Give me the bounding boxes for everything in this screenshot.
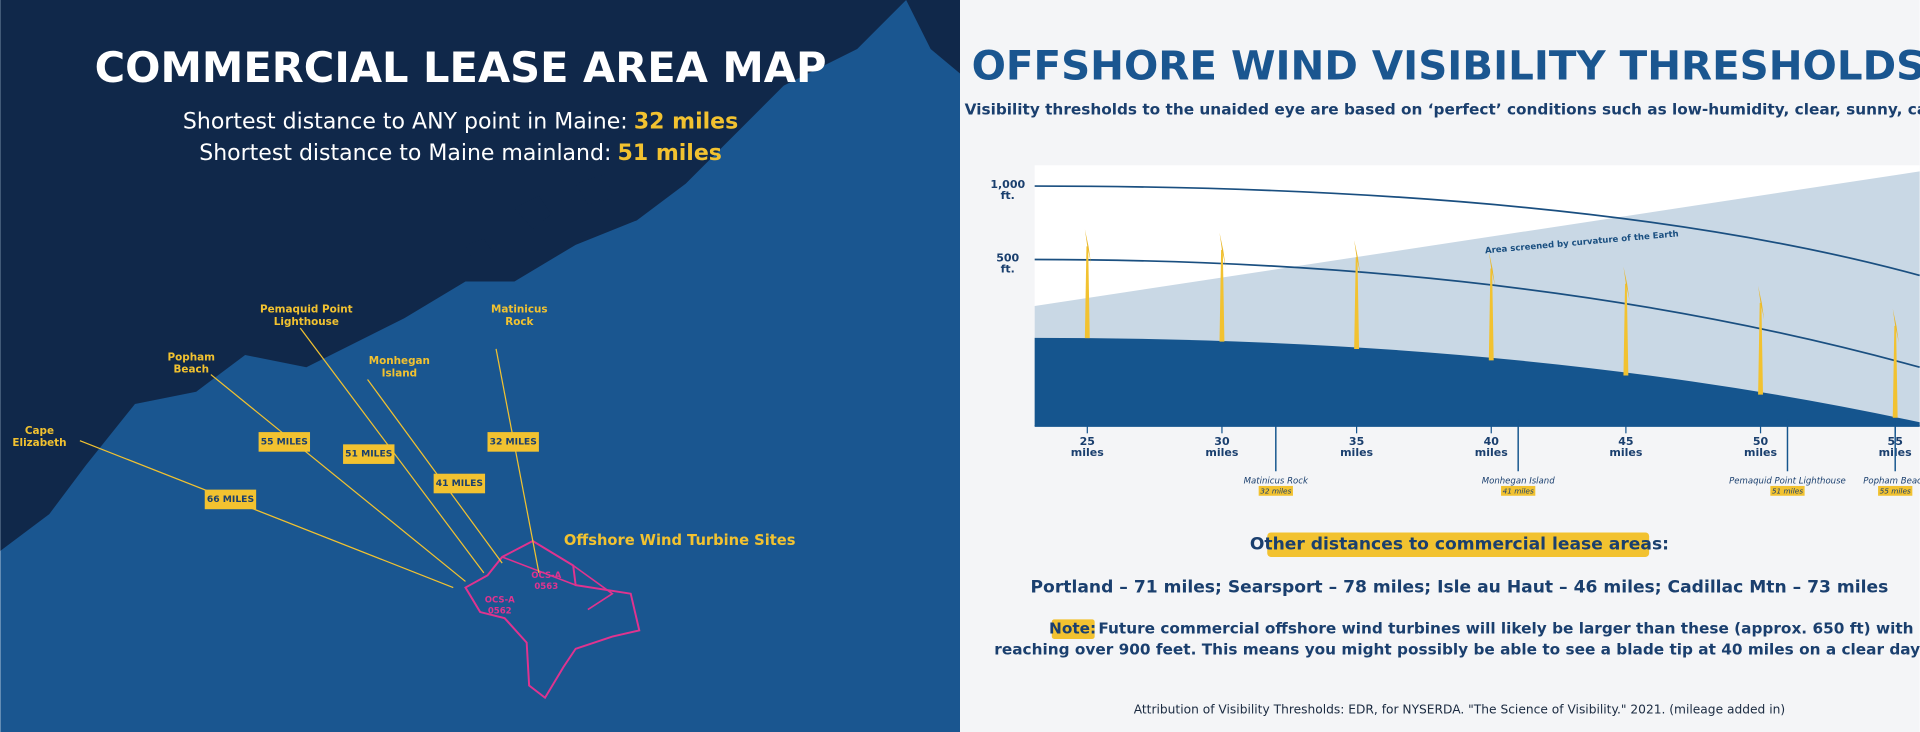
subtitle-text: Shortest distance to ANY point in Maine:: [183, 109, 628, 134]
distance-label: 41 MILES: [436, 478, 483, 489]
marker-name: Monhegan Island: [1482, 477, 1555, 487]
map-subtitle: Shortest distance to Maine mainland: 51 m…: [199, 141, 722, 166]
place-label: Elizabeth: [12, 437, 66, 449]
sites-label: Offshore Wind Turbine Sites: [564, 532, 796, 549]
marker-distance: 32 miles: [1260, 486, 1291, 495]
marker-name: Pemaquid Point Lighthouse: [1729, 477, 1846, 487]
marker-badge: [1501, 485, 1536, 496]
islands: [465, 139, 669, 259]
distance-label: 32 MILES: [490, 436, 537, 447]
marker-distance: 51 miles: [1772, 486, 1803, 495]
distance-badge: [433, 473, 486, 494]
x-label: 45: [1618, 435, 1633, 448]
visibility-title: OFFSHORE WIND VISIBILITY THRESHOLDS: [972, 43, 1920, 90]
lease-label: OCS-A: [485, 595, 515, 605]
place-label: Cape: [25, 425, 54, 437]
note-line: reaching over 900 feet. This means you m…: [994, 640, 1920, 658]
distance-line: [210, 374, 466, 582]
subtitle-text: Shortest distance to Maine mainland:: [199, 141, 611, 166]
x-label: 30: [1214, 435, 1230, 448]
marker-name: Popham Beach: [1863, 477, 1920, 487]
note-line: Future commercial offshore wind turbines…: [1098, 620, 1920, 638]
turbine-blades: [1219, 232, 1226, 267]
marker-name: Matinicus Rock: [1244, 477, 1309, 487]
note-highlight: [1051, 619, 1095, 639]
turbine-tower: [1354, 257, 1360, 350]
line-500ft: [1034, 258, 1920, 369]
place-label: Pemaquid Point: [260, 304, 353, 316]
subtitle-value: 32 miles: [634, 109, 738, 134]
marker-distance: 41 miles: [1503, 486, 1534, 495]
y-label: ft.: [1001, 262, 1015, 275]
x-label: miles: [1340, 446, 1373, 459]
distance-label: 55 MILES: [261, 436, 308, 447]
x-label: miles: [1071, 446, 1104, 459]
lease-label: 0563: [534, 582, 558, 592]
x-label: miles: [1744, 446, 1777, 459]
lease-area-outline: [464, 539, 641, 700]
turbine-tower: [1488, 268, 1494, 361]
distance-line: [367, 379, 503, 564]
turbine-blades: [1892, 308, 1899, 344]
y-label: ft.: [1001, 189, 1015, 202]
line-1000ft: [1034, 185, 1920, 277]
x-label: 40: [1484, 435, 1500, 448]
subtitle-value: 51 miles: [618, 141, 722, 166]
turbine-blades: [1084, 229, 1091, 264]
attribution: Attribution of Visibility Thresholds: ED…: [1134, 702, 1785, 716]
distance-label: 51 MILES: [345, 449, 392, 460]
distance-line: [79, 440, 454, 589]
map-title: COMMERCIAL LEASE AREA MAP: [95, 43, 827, 92]
distance-label: 66 MILES: [207, 494, 254, 505]
turbine-tower: [1892, 325, 1898, 418]
marker-badge: [1258, 485, 1293, 496]
place-label: Island: [382, 367, 417, 379]
map-subtitle: Shortest distance to ANY point in Maine:…: [183, 109, 738, 134]
x-label: 50: [1753, 435, 1769, 448]
other-distances: Portland – 71 miles; Searsport – 78 mile…: [1031, 578, 1889, 598]
y-label: 500: [996, 251, 1019, 264]
other-heading: Other distances to commercial lease area…: [1250, 535, 1669, 555]
turbine-blades: [1758, 285, 1765, 320]
turbine-blades: [1354, 240, 1361, 275]
x-label: miles: [1475, 446, 1508, 459]
place-label: Monhegan: [369, 355, 430, 367]
turbine-tower: [1623, 283, 1629, 376]
marker-badge: [1770, 485, 1805, 496]
note-label: Note:: [1049, 620, 1096, 638]
lease-label: OCS-A: [531, 571, 561, 581]
x-label: miles: [1609, 446, 1642, 459]
distance-badge: [343, 444, 395, 464]
x-label: miles: [1205, 446, 1238, 459]
place-label: Popham: [168, 351, 215, 363]
place-label: Rock: [505, 316, 534, 328]
turbine-blades: [1623, 266, 1630, 301]
marker-distance: 55 miles: [1880, 486, 1911, 495]
distance-line: [495, 348, 540, 573]
heading-highlight: [1267, 532, 1650, 557]
earth: [1034, 337, 1920, 426]
distance-badge: [204, 489, 257, 510]
land: [0, 0, 907, 551]
marker-badge: [1878, 485, 1913, 496]
distance-badge: [487, 432, 539, 452]
land: [906, 0, 960, 74]
turbine-tower: [1219, 249, 1225, 342]
y-label: 1,000: [990, 178, 1025, 191]
lease-label: 0562: [488, 606, 512, 616]
turbine-blades: [1488, 251, 1495, 286]
turbine-tower: [1758, 302, 1763, 395]
distance-badge: [258, 432, 311, 452]
place-label: Beach: [174, 364, 210, 376]
x-label: 35: [1349, 435, 1364, 448]
place-label: Lighthouse: [274, 316, 339, 328]
visibility-subtitle: Visibility thresholds to the unaided eye…: [965, 101, 1920, 119]
x-label: 25: [1080, 435, 1095, 448]
place-label: Matinicus: [491, 304, 548, 316]
turbine-tower: [1084, 246, 1090, 339]
